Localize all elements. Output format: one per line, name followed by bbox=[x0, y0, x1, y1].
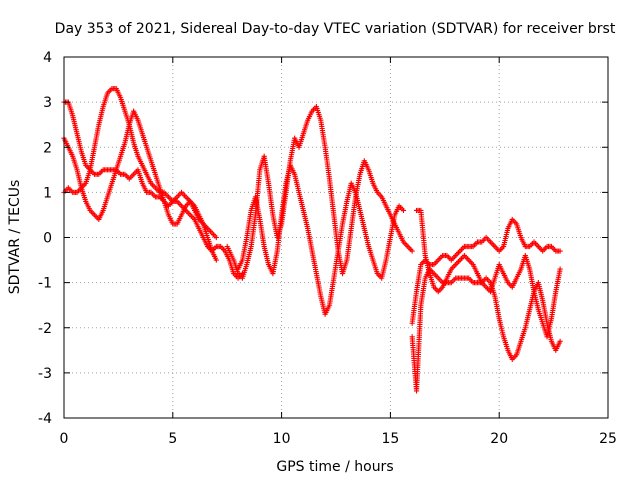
data-point bbox=[213, 234, 219, 241]
y-tick-label: 4 bbox=[43, 50, 52, 66]
data-point bbox=[400, 207, 407, 214]
x-axis-label: GPS time / hours bbox=[276, 459, 393, 475]
y-tick-label: -4 bbox=[38, 411, 52, 427]
y-tick-label: 3 bbox=[43, 95, 52, 111]
data-point bbox=[557, 248, 563, 254]
x-tick-label: 15 bbox=[381, 431, 399, 447]
data-point bbox=[409, 248, 415, 254]
y-axis-label: SDTVAR / TECUs bbox=[7, 180, 23, 295]
y-tick-label: 2 bbox=[43, 140, 52, 156]
x-tick-label: 0 bbox=[60, 431, 69, 447]
data-point bbox=[213, 257, 219, 263]
data-points bbox=[61, 85, 563, 394]
series-8 bbox=[413, 207, 563, 340]
y-tick-label: -2 bbox=[38, 321, 52, 337]
x-tick-label: 25 bbox=[599, 431, 617, 447]
series-3 bbox=[61, 108, 219, 241]
axis-ticks: 0 5 10 15 20 25 -4 -3 -2 -1 0 1 2 3 4 bbox=[38, 50, 617, 447]
series-6 bbox=[409, 216, 563, 326]
x-tick-label: 5 bbox=[168, 431, 177, 447]
series-2 bbox=[61, 85, 246, 281]
y-tick-label: -3 bbox=[38, 366, 52, 382]
series-5 bbox=[235, 162, 407, 317]
data-point bbox=[557, 266, 563, 272]
data-point bbox=[557, 338, 563, 344]
y-tick-label: 1 bbox=[43, 185, 52, 201]
x-tick-label: 20 bbox=[490, 431, 508, 447]
chart-title: Day 353 of 2021, Sidereal Day-to-day VTE… bbox=[55, 21, 616, 37]
x-tick-label: 10 bbox=[273, 431, 291, 447]
y-tick-label: 0 bbox=[43, 231, 52, 247]
y-tick-label: -1 bbox=[38, 276, 52, 292]
